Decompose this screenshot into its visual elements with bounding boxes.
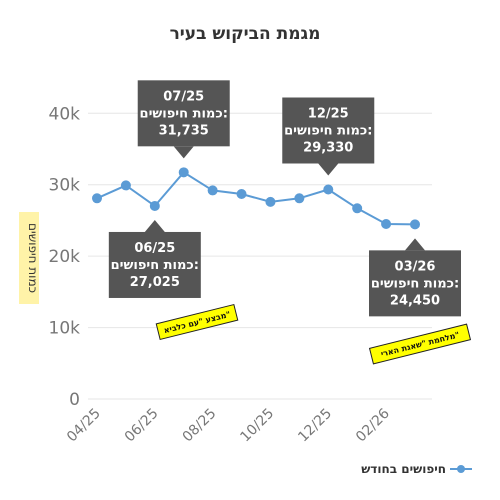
- event-label: מלחמת "שאגת הארי": [368, 323, 472, 365]
- data-point: [178, 167, 189, 178]
- y-tick-label: 10k: [49, 319, 81, 339]
- y-tick-labels: 0 10k 20k 30k 40k: [49, 104, 81, 410]
- callout-above: 12/25 כמות חיפושים: 29,330: [282, 97, 375, 176]
- data-point: [265, 196, 276, 207]
- y-tick-label: 20k: [49, 247, 81, 267]
- callout-box: [108, 231, 201, 298]
- x-tick-label: 04/25: [64, 406, 104, 446]
- series-group: [92, 167, 420, 230]
- x-tick-label: 10/25: [237, 406, 277, 446]
- callout-text: 24,450: [390, 293, 440, 308]
- callout-text: 31,735: [159, 123, 209, 138]
- callout-text: 06/25: [134, 241, 175, 256]
- x-tick-label: 12/25: [295, 406, 335, 446]
- y-axis-label-highlight: [19, 212, 39, 304]
- y-tick-label: 30k: [49, 176, 81, 196]
- callout-box: [137, 80, 230, 147]
- data-point: [294, 193, 305, 204]
- callout-below: 03/26 כמות חיפושים: 24,450: [369, 238, 461, 317]
- data-point: [352, 203, 363, 214]
- callout-box: [369, 250, 461, 317]
- legend-marker: [457, 465, 465, 473]
- event-highlight: [368, 323, 472, 365]
- x-tick-label: 08/25: [180, 406, 220, 446]
- data-point: [149, 200, 160, 211]
- callout-text: 07/25: [163, 89, 204, 104]
- callout-text: 03/26: [395, 259, 436, 274]
- callout-text: כמות חיפושים:: [371, 276, 459, 291]
- series-line: [96, 171, 416, 226]
- callout-text: 27,025: [130, 275, 180, 290]
- event-label: מבצע "עם כלביא": [155, 303, 239, 341]
- callouts: 07/25 כמות חיפושים: 31,735 12/25 כמות חיפושי…: [108, 80, 461, 317]
- callout-text: 29,330: [303, 141, 353, 156]
- data-point: [410, 219, 420, 230]
- data-point: [381, 219, 392, 229]
- x-tick-label: 06/25: [122, 406, 162, 446]
- data-point: [323, 184, 334, 195]
- callout-pointer: [318, 163, 339, 176]
- x-tick-labels: 04/25 06/25 08/25 10/25 12/25 02/26: [64, 405, 393, 445]
- callout-pointer: [144, 219, 165, 232]
- y-axis-label-group: כמות חיפושים: [19, 212, 40, 304]
- y-axis-label: כמות חיפושים: [26, 223, 40, 293]
- data-point: [236, 189, 247, 199]
- x-tick-label: 02/26: [353, 405, 393, 445]
- callout-box: [282, 97, 375, 164]
- callout-pointer: [173, 146, 194, 159]
- callout-text: כמות חיפושים:: [111, 258, 199, 273]
- callout-below: 06/25 כמות חיפושים: 27,025: [108, 219, 201, 298]
- callout-text: כמות חיפושים:: [140, 106, 228, 121]
- data-point: [207, 185, 218, 196]
- callout-above: 07/25 כמות חיפושים: 31,735: [137, 80, 230, 159]
- event-highlight: [155, 303, 239, 341]
- y-tick-label: 40k: [49, 104, 81, 124]
- legend-label: חיפושים בחודש: [361, 462, 446, 476]
- legend[interactable]: חיפושים בחודש: [361, 462, 472, 476]
- chart-title: מגמת הביקוש בעיר: [170, 24, 321, 44]
- y-tick-label: 0: [69, 390, 80, 410]
- callout-text: 12/25: [308, 107, 349, 122]
- data-point: [92, 193, 102, 204]
- callout-text: כמות חיפושים:: [284, 124, 372, 139]
- callout-pointer: [405, 238, 425, 251]
- data-point: [120, 180, 131, 191]
